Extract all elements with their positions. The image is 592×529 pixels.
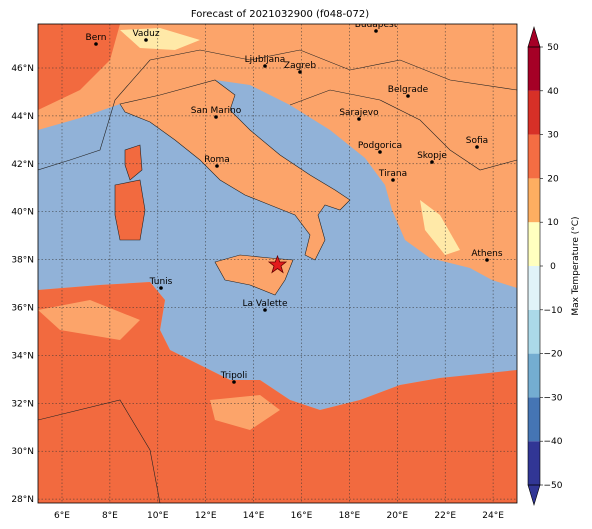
colorbar-bin — [528, 353, 540, 398]
colorbar-bin — [528, 222, 540, 266]
city-marker — [94, 42, 98, 46]
sardinia — [114, 179, 146, 241]
colorbar-extend — [527, 484, 541, 507]
city-label: Roma — [204, 155, 230, 165]
city-label: Tripoli — [220, 371, 248, 381]
lon-tick-label: 22°E — [434, 511, 456, 521]
colorbar-tick-label: 50 — [547, 43, 559, 53]
city-marker — [475, 145, 479, 149]
city-marker — [406, 94, 410, 98]
lat-tick-label: 34°N — [11, 351, 34, 361]
lon-tick-label: 20°E — [386, 511, 408, 521]
colorbar-bin — [528, 441, 540, 485]
city-marker — [430, 160, 434, 164]
colorbar-bin — [528, 397, 540, 442]
star-marker — [267, 254, 288, 274]
city-marker — [298, 70, 302, 74]
colorbar-tick-label: 10 — [547, 218, 559, 228]
colorbar-bin — [528, 266, 540, 310]
colorbar-bin — [528, 309, 540, 354]
colorbar-bin — [528, 178, 540, 223]
city-marker — [144, 38, 148, 42]
city-label: Vaduz — [132, 29, 159, 39]
colorbar-extend — [527, 25, 541, 48]
land-hot — [38, 24, 120, 110]
colorbar-tick-label: 40 — [547, 87, 559, 97]
lon-tick-label: 6°E — [54, 511, 70, 521]
city-label: Bern — [86, 33, 107, 43]
city-marker — [378, 150, 382, 154]
lat-tick-label: 38°N — [11, 256, 34, 266]
colorbar-tick-label: −30 — [544, 393, 563, 403]
land-mild — [120, 28, 200, 50]
city-marker — [357, 117, 361, 121]
city-label: Podgorica — [358, 141, 402, 151]
colorbar-tick-label: 30 — [547, 131, 559, 141]
lon-tick-label: 8°E — [102, 511, 118, 521]
colorbar-bin — [528, 134, 540, 179]
lat-tick-label: 32°N — [11, 399, 34, 409]
city-label: Sarajevo — [339, 108, 379, 118]
city-label: Belgrade — [388, 85, 429, 95]
city-label: Tirana — [378, 169, 407, 179]
borders — [38, 399, 161, 503]
city-marker — [391, 178, 395, 182]
colorbar-tick-label: −10 — [544, 306, 563, 316]
colorbar-label: Max Temperature (°C) — [571, 216, 581, 315]
city-label: Sofia — [466, 136, 488, 146]
city-label: Zagreb — [284, 61, 316, 71]
italy — [119, 79, 351, 261]
colorbar-bin — [528, 47, 540, 91]
city-label: Tunis — [149, 277, 173, 287]
lat-tick-label: 30°N — [11, 447, 34, 457]
lon-tick-label: 12°E — [195, 511, 217, 521]
city-label: Budapest — [355, 20, 398, 30]
lat-tick-label: 28°N — [11, 495, 34, 505]
city-marker — [159, 286, 163, 290]
sea — [38, 80, 517, 410]
lon-tick-label: 14°E — [243, 511, 265, 521]
plot-frame — [37, 23, 518, 504]
city-label: La Valette — [243, 299, 288, 309]
colorbar-bin — [528, 90, 540, 135]
lon-tick-label: 16°E — [291, 511, 313, 521]
colorbar-tick-label: −50 — [544, 481, 563, 491]
borders — [289, 89, 517, 171]
city-marker — [215, 164, 219, 168]
corsica — [124, 144, 143, 181]
city-label: Ljubljana — [245, 55, 286, 65]
lat-tick-label: 46°N — [11, 64, 34, 74]
colorbar-tick-label: 0 — [550, 262, 556, 272]
city-label: Skopje — [417, 151, 447, 161]
city-marker — [485, 258, 489, 262]
lon-tick-label: 10°E — [147, 511, 169, 521]
colorbar-tick-label: −40 — [544, 437, 563, 447]
city-marker — [263, 64, 267, 68]
city-marker — [374, 29, 378, 33]
land-mild — [210, 395, 280, 430]
city-label: Athens — [471, 249, 502, 259]
city-marker — [232, 380, 236, 384]
land-mild — [420, 200, 460, 255]
lat-tick-label: 44°N — [11, 112, 34, 122]
title: Forecast of 2021032900 (f048-072) — [191, 9, 369, 20]
lon-tick-label: 24°E — [482, 511, 504, 521]
lon-tick-label: 18°E — [339, 511, 361, 521]
land-mild — [38, 300, 140, 340]
lat-tick-label: 40°N — [11, 208, 34, 218]
colorbar-tick-label: −20 — [544, 350, 563, 360]
colorbar-tick-label: 20 — [547, 174, 559, 184]
lat-tick-label: 42°N — [11, 160, 34, 170]
city-marker — [263, 308, 267, 312]
lat-tick-label: 36°N — [11, 304, 34, 314]
city-marker — [214, 115, 218, 119]
borders — [38, 49, 517, 171]
city-label: San Marino — [191, 106, 242, 116]
